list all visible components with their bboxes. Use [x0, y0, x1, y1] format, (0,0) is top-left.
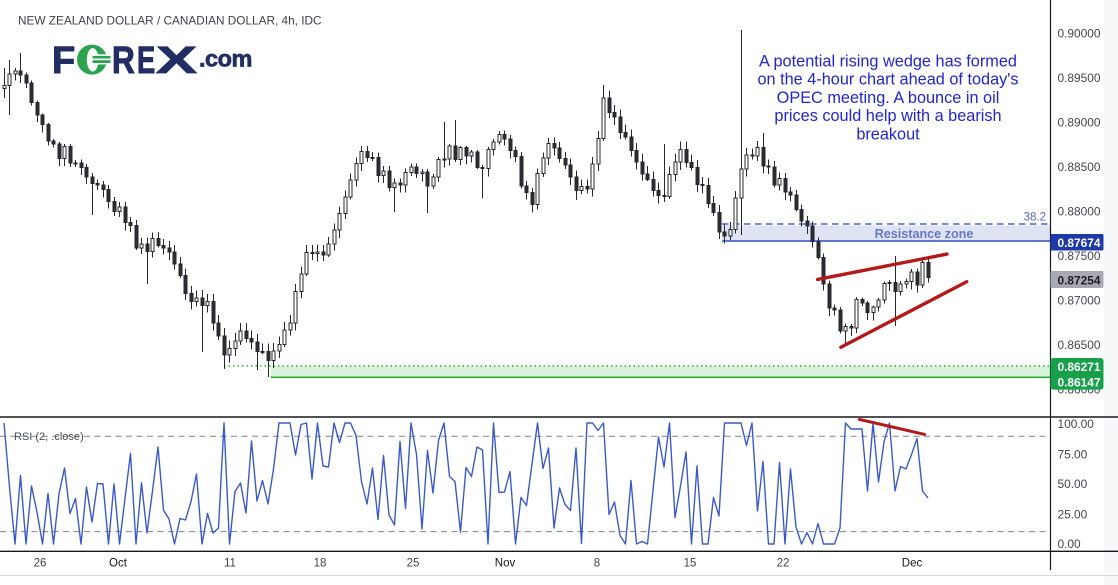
svg-text:R: R — [112, 39, 135, 81]
svg-text:NEW ZEALAND DOLLAR / CANADIAN: NEW ZEALAND DOLLAR / CANADIAN DOLLAR, 4h… — [18, 14, 322, 28]
svg-text:A potential rising wedge has f: A potential rising wedge has formed — [759, 53, 1017, 71]
svg-text:F: F — [52, 40, 75, 82]
svg-text:.com: .com — [199, 45, 252, 71]
svg-text:0.89000: 0.89000 — [1058, 116, 1101, 130]
svg-text:50.00: 50.00 — [1058, 477, 1088, 491]
svg-text:25: 25 — [407, 558, 420, 570]
svg-text:OPEC meeting. A bounce in oil: OPEC meeting. A bounce in oil — [777, 89, 1000, 107]
svg-text:15: 15 — [684, 558, 697, 570]
svg-text:0.86147: 0.86147 — [1058, 375, 1101, 389]
svg-text:0.88000: 0.88000 — [1058, 205, 1101, 219]
svg-text:Dec: Dec — [902, 558, 923, 570]
svg-text:on the 4-hour chart ahead of t: on the 4-hour chart ahead of today's — [757, 71, 1018, 89]
svg-text:Resistance zone: Resistance zone — [875, 227, 974, 241]
svg-text:prices could help with a beari: prices could help with a bearish — [774, 107, 1001, 125]
svg-text:Nov: Nov — [495, 558, 516, 570]
svg-text:Oct: Oct — [109, 558, 128, 570]
svg-text:X: X — [156, 39, 197, 81]
svg-text:11: 11 — [224, 558, 236, 570]
svg-text:75.00: 75.00 — [1058, 448, 1088, 462]
svg-text:0.87254: 0.87254 — [1058, 273, 1101, 287]
svg-text:38.2: 38.2 — [1024, 212, 1046, 224]
svg-text:26: 26 — [34, 558, 47, 570]
svg-text:22: 22 — [777, 558, 790, 570]
svg-text:0.87500: 0.87500 — [1058, 249, 1101, 263]
svg-text:breakout: breakout — [856, 125, 920, 143]
svg-text:E: E — [137, 40, 155, 82]
svg-text:0.86500: 0.86500 — [1058, 338, 1101, 352]
svg-text:0.87000: 0.87000 — [1058, 294, 1101, 308]
svg-text:0.88500: 0.88500 — [1058, 160, 1101, 174]
svg-text:0.90000: 0.90000 — [1058, 27, 1101, 41]
svg-text:0.89500: 0.89500 — [1058, 71, 1101, 85]
svg-text:0.00: 0.00 — [1058, 537, 1082, 551]
svg-text:25.00: 25.00 — [1058, 508, 1088, 522]
svg-text:RSI (2, .close): RSI (2, .close) — [14, 431, 84, 443]
svg-text:0.86271: 0.86271 — [1058, 360, 1101, 374]
svg-text:18: 18 — [314, 558, 327, 570]
svg-text:8: 8 — [594, 558, 600, 570]
svg-text:0.87674: 0.87674 — [1058, 236, 1101, 250]
svg-text:100.00: 100.00 — [1058, 417, 1095, 431]
